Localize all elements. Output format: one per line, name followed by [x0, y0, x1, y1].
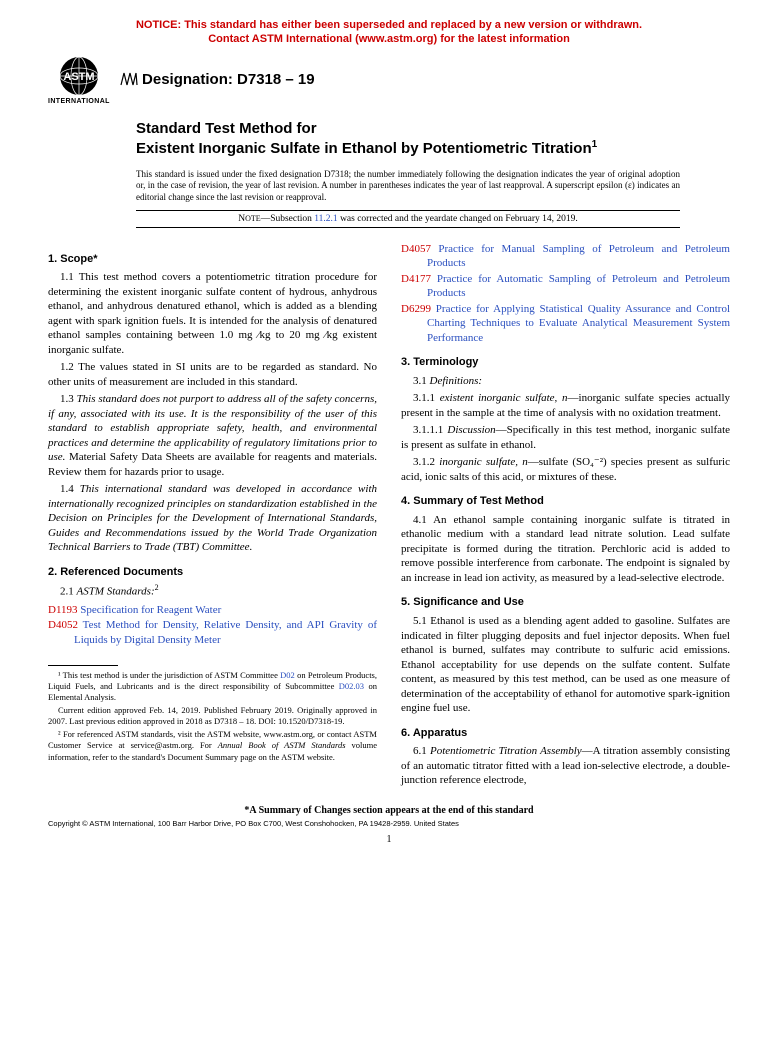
designation-text: Designation: D7318 – 19 [120, 71, 315, 88]
section-5-head: 5. Significance and Use [401, 595, 730, 610]
ref-d1193: D1193 Specification for Reagent Water [48, 603, 377, 618]
para-4-1: 4.1 An ethanol sample containing inorgan… [401, 513, 730, 586]
note-suffix: was corrected and the yeardate changed o… [338, 214, 578, 224]
issuance-note: This standard is issued under the fixed … [136, 169, 730, 204]
ref-d4052: D4052 Test Method for Density, Relative … [48, 618, 377, 647]
ref-link[interactable]: Practice for Applying Statistical Qualit… [427, 303, 730, 344]
title-block: Standard Test Method for Existent Inorga… [136, 119, 730, 159]
supersession-notice: NOTICE: This standard has either been su… [48, 18, 730, 47]
title-main: Existent Inorganic Sulfate in Ethanol by… [136, 138, 730, 159]
section-6-head: 6. Apparatus [401, 726, 730, 741]
ref-code[interactable]: D4052 [48, 619, 78, 631]
designation-icon [120, 72, 138, 86]
para-3-1-1-1: 3.1.1.1 Discussion—Specifically in this … [401, 423, 730, 452]
section-1-head: 1. Scope* [48, 252, 377, 267]
para-1-3: 1.3 This standard does not purport to ad… [48, 392, 377, 479]
para-5-1: 5.1 Ethanol is used as a blending agent … [401, 614, 730, 716]
title-intro: Standard Test Method for [136, 119, 730, 139]
para-1-4: 1.4 This international standard was deve… [48, 482, 377, 555]
logo-subtext: INTERNATIONAL [48, 98, 110, 105]
svg-text:ASTM: ASTM [63, 71, 94, 83]
notice-line-1: NOTICE: This standard has either been su… [48, 18, 730, 32]
correction-note: NOTE—Subsection 11.2.1 was corrected and… [136, 210, 680, 228]
ref-code[interactable]: D4177 [401, 273, 431, 285]
para-2-1: 2.1 ASTM Standards:2 [48, 583, 377, 599]
section-3-head: 3. Terminology [401, 355, 730, 370]
body-columns: 1. Scope* 1.1 This test method covers a … [48, 242, 730, 791]
ref-link[interactable]: Practice for Automatic Sampling of Petro… [427, 273, 730, 300]
para-3-1-2: 3.1.2 inorganic sulfate, n—sulfate (SO₄⁻… [401, 455, 730, 484]
footnote-2: ² For referenced ASTM standards, visit t… [48, 729, 377, 762]
page-container: NOTICE: This standard has either been su… [0, 0, 778, 1041]
para-3-1-1: 3.1.1 existent inorganic sulfate, n—inor… [401, 391, 730, 420]
astm-logo: ASTM INTERNATIONAL [48, 55, 110, 105]
footer-changes-note: *A Summary of Changes section appears at… [48, 805, 730, 816]
designation-label: Designation: D7318 – 19 [142, 71, 315, 88]
footnote-1b: Current edition approved Feb. 14, 2019. … [48, 705, 377, 727]
section-2-head: 2. Referenced Documents [48, 565, 377, 580]
left-column: 1. Scope* 1.1 This test method covers a … [48, 242, 377, 791]
header-row: ASTM INTERNATIONAL Designation: D7318 – … [48, 55, 730, 105]
ref-link[interactable]: Specification for Reagent Water [78, 604, 222, 616]
title-footnote-ref: 1 [592, 139, 598, 150]
para-6-1: 6.1 Potentiometric Titration Assembly—A … [401, 744, 730, 788]
footnote-1: ¹ This test method is under the jurisdic… [48, 670, 377, 703]
ref-code[interactable]: D4057 [401, 243, 431, 255]
ref-d6299: D6299 Practice for Applying Statistical … [401, 302, 730, 346]
astm-globe-icon: ASTM [58, 55, 100, 97]
para-1-1: 1.1 This test method covers a potentiome… [48, 270, 377, 357]
right-column: D4057 Practice for Manual Sampling of Pe… [401, 242, 730, 791]
committee-link[interactable]: D02 [280, 670, 295, 680]
footer-copyright: Copyright © ASTM International, 100 Barr… [48, 819, 730, 828]
ref-d4057: D4057 Practice for Manual Sampling of Pe… [401, 242, 730, 271]
ref-link[interactable]: Test Method for Density, Relative Densit… [74, 619, 377, 646]
section-4-head: 4. Summary of Test Method [401, 494, 730, 509]
note-ref-link[interactable]: 11.2.1 [314, 214, 337, 224]
ref-code[interactable]: D1193 [48, 604, 78, 616]
para-1-2: 1.2 The values stated in SI units are to… [48, 360, 377, 389]
page-number: 1 [48, 834, 730, 845]
footnote-separator [48, 665, 118, 666]
title-main-text: Existent Inorganic Sulfate in Ethanol by… [136, 140, 592, 157]
ref-link[interactable]: Practice for Manual Sampling of Petroleu… [427, 243, 730, 270]
notice-line-2: Contact ASTM International (www.astm.org… [48, 32, 730, 46]
ref-d4177: D4177 Practice for Automatic Sampling of… [401, 272, 730, 301]
ref-code[interactable]: D6299 [401, 303, 431, 315]
para-3-1: 3.1 Definitions: [401, 374, 730, 389]
subcommittee-link[interactable]: D02.03 [339, 681, 364, 691]
